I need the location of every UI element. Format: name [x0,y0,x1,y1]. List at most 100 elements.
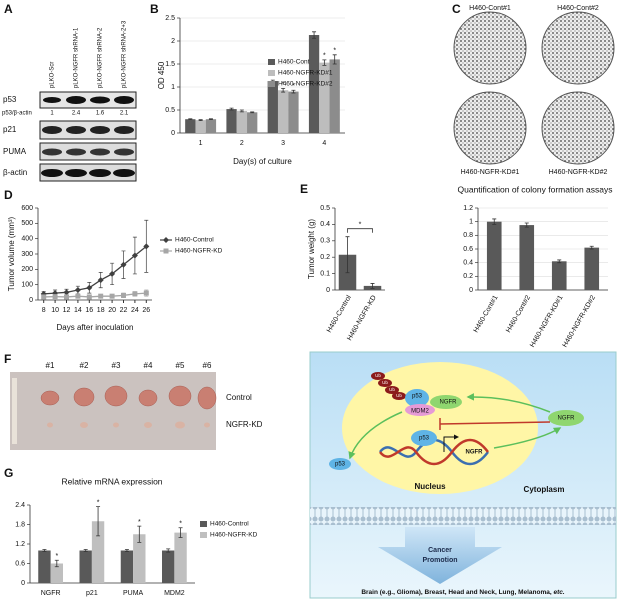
bar [267,81,278,133]
y-axis-label: Tumor volume (mm³) [7,216,16,291]
column-label: #4 [144,361,153,370]
p53-protein [405,389,429,407]
x-tick-label: 22 [120,307,128,314]
error-bar [42,549,47,552]
bar [79,550,92,583]
legend-swatch [200,521,207,527]
error-bar [239,109,244,113]
bar [185,119,196,133]
bar [519,225,535,290]
y-tick-label: 0.1 [320,270,330,277]
tumor-photo: #1 #2 #3 #4 #5 #6 Control NGFR-KD [10,361,263,450]
y-tick-label: 0 [171,130,175,137]
panel-label: E [300,182,308,196]
arrow [466,393,551,413]
column-label: #2 [80,361,89,370]
bar [38,550,51,583]
error-bar [208,118,213,121]
protein-label: p53 [412,394,423,400]
x-tick-label: 18 [97,307,105,314]
point [64,294,69,300]
blot-strip [39,120,137,140]
error-bar [124,549,129,552]
x-tick-label: MDM2 [164,590,185,597]
ub-label: Ub [389,387,395,392]
bar [308,35,320,133]
ruler [12,378,17,444]
x-axis-label: Days after inoculation [57,323,134,332]
bar [174,532,187,583]
y-tick-label: 0.6 [15,560,25,567]
legend-label: H460-Control [175,237,214,244]
panel-label: F [4,352,11,366]
lane-label: pLKO-Scr [50,62,56,88]
significance-mark: * [333,48,336,55]
bands [42,148,134,156]
y-tick-label: 1.8 [15,521,25,528]
y-tick-label: 0.6 [463,246,473,253]
ratio-value: 2.4 [72,111,81,117]
row-label: p53 [3,95,17,104]
x-tick-label: H460-NGFR-KD#1 [529,294,564,348]
point [52,294,58,300]
point [132,291,138,297]
error-bar [312,31,317,39]
row-label: NGFR-KD [226,420,263,429]
y-tick-label: 0 [21,580,25,587]
protein-label: p53 [419,436,430,442]
y-tick-label: 200 [21,266,33,273]
y-tick-label: 2.4 [15,502,25,509]
x-tick-label: H460-Cont#2 [505,294,532,334]
cytoplasm-label: Cytoplasm [524,485,565,494]
error-bar [281,87,286,93]
y-tick-label: 500 [21,220,33,227]
legend-label: H460-NGFR-KD#1 [278,70,333,77]
significance-mark: * [359,222,362,229]
bar [319,62,330,134]
legend-marker [163,237,169,243]
legend-marker [163,248,169,254]
y-tick-label: 1 [171,84,175,91]
y-tick-label: 0.3 [320,238,330,245]
point [131,252,138,259]
legend-swatch [200,532,207,538]
protein-label: NGFR [440,400,458,406]
lane-label: pLKO-NGFR shRNA-2+3 [122,20,128,88]
colony-plates: H460-Cont#1 H460-Cont#2 H460-NGFR-KD#1 H… [453,5,615,176]
bar [226,109,237,133]
western-blot: pLKO-Scr pLKO-NGFR shRNA-1 pLKO-NGFR shR… [2,20,137,182]
plate-label: H460-NGFR-KD#2 [549,169,608,176]
protein-label: p53 [335,462,346,468]
significance-bracket [347,228,373,233]
y-tick-label: 0.4 [320,221,330,228]
significance-mark: * [282,81,285,88]
y-tick-label: 0 [326,287,330,294]
error-bar [83,549,88,552]
bar [195,120,206,133]
plate-label: H460-Cont#2 [557,5,599,12]
free-p53 [329,458,351,470]
significance-mark: * [97,499,100,506]
nucleus-label: Nucleus [414,482,446,491]
error-bar [589,245,594,250]
ubiquitin-chain: Ub Ub Ub Ub [371,372,406,400]
error-bar [96,506,101,537]
y-tick-label: 1.2 [463,205,473,212]
point [109,293,115,299]
plate-label: H460-Cont#1 [469,5,511,12]
row-label: p21 [3,125,17,134]
legend-label: H460-NGFR-KD [175,248,223,255]
point [120,261,127,268]
point [74,287,81,294]
arrow [348,411,403,460]
outcome-label: Promotion [423,557,458,564]
y-tick-label: 0.8 [463,232,473,239]
lane-label: pLKO-NGFR shRNA-1 [74,27,80,88]
y-tick-label: 400 [21,236,33,243]
x-tick-label: NGFR [41,590,61,597]
panel-label: D [4,188,13,202]
significance-mark: * [323,53,326,60]
panel-label: B [150,2,159,16]
ngfr-protein [430,395,462,409]
point [86,284,93,291]
